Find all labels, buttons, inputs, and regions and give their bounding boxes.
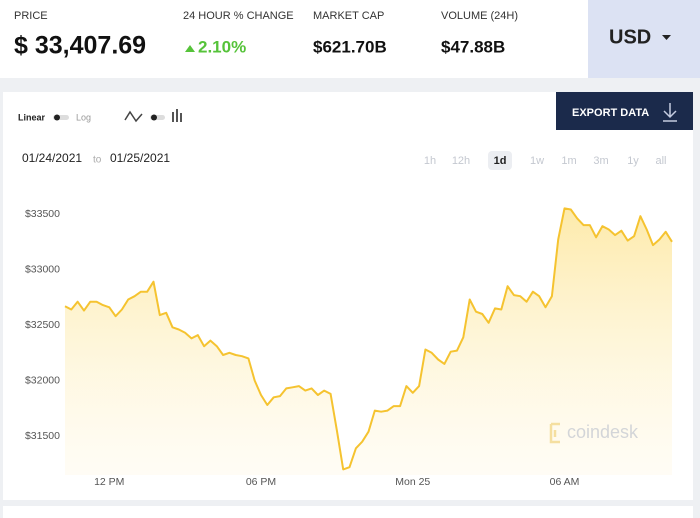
next-panel bbox=[3, 506, 693, 518]
line-icon[interactable] bbox=[124, 110, 143, 123]
up-arrow bbox=[185, 45, 195, 52]
y-tick-label: $33500 bbox=[25, 208, 60, 220]
scale-option[interactable]: Log bbox=[76, 112, 91, 122]
caret bbox=[662, 35, 671, 40]
x-tick-label: 06 PM bbox=[246, 476, 276, 488]
stat-label: MARKET CAP bbox=[313, 10, 384, 22]
scale-option[interactable]: Linear bbox=[18, 112, 46, 122]
bars-icon[interactable] bbox=[172, 109, 182, 122]
y-tick-label: $32000 bbox=[25, 374, 60, 386]
stat-value: $621.70B bbox=[313, 37, 387, 56]
stat-label: VOLUME (24H) bbox=[441, 10, 518, 22]
stat-value: $47.88B bbox=[441, 37, 505, 56]
stat-value: $ 33,407.69 bbox=[14, 32, 146, 60]
download-icon bbox=[663, 103, 677, 122]
area-fill bbox=[65, 208, 672, 475]
x-tick-label: Mon 25 bbox=[395, 476, 430, 488]
currency-label: USD bbox=[609, 26, 651, 48]
range-option[interactable]: 1y bbox=[627, 155, 639, 167]
toggle-knob bbox=[54, 114, 60, 121]
range-active-bg bbox=[488, 151, 512, 170]
x-tick-label: 06 AM bbox=[550, 476, 580, 488]
range-option[interactable]: 1h bbox=[424, 155, 436, 167]
currency-button[interactable] bbox=[588, 0, 700, 78]
range-option[interactable]: 1d bbox=[494, 155, 507, 167]
toggle-knob bbox=[151, 114, 157, 121]
watermark: coindesk bbox=[567, 422, 639, 442]
watermark-icon bbox=[549, 422, 560, 444]
stat-label: 24 HOUR % CHANGE bbox=[183, 10, 294, 22]
range-option[interactable]: 1w bbox=[530, 155, 544, 167]
range-selector: 1h 12h 1d 1w 1m 3m 1y all bbox=[424, 151, 667, 170]
export-label: EXPORT DATA bbox=[572, 107, 649, 119]
range-option[interactable]: 1m bbox=[561, 155, 576, 167]
date-from[interactable]: 01/24/2021 bbox=[22, 151, 82, 165]
range-option[interactable]: 12h bbox=[452, 155, 470, 167]
stat-label: PRICE bbox=[14, 10, 48, 22]
range-option[interactable]: all bbox=[655, 155, 666, 167]
stats-panel bbox=[0, 0, 588, 78]
plot: $31500 $32000 $32500 $33000 $33500 12 PM 06 PM… bbox=[25, 207, 673, 488]
date-sep: to bbox=[93, 155, 102, 166]
price-line bbox=[64, 207, 673, 471]
stat-value: 2.10% bbox=[198, 37, 246, 56]
range-option[interactable]: 3m bbox=[593, 155, 608, 167]
y-tick-label: $32500 bbox=[25, 319, 60, 331]
date-to[interactable]: 01/25/2021 bbox=[110, 151, 170, 165]
y-tick-label: $33000 bbox=[25, 263, 60, 275]
x-tick-label: 12 PM bbox=[94, 476, 124, 488]
y-tick-label: $31500 bbox=[25, 430, 60, 442]
